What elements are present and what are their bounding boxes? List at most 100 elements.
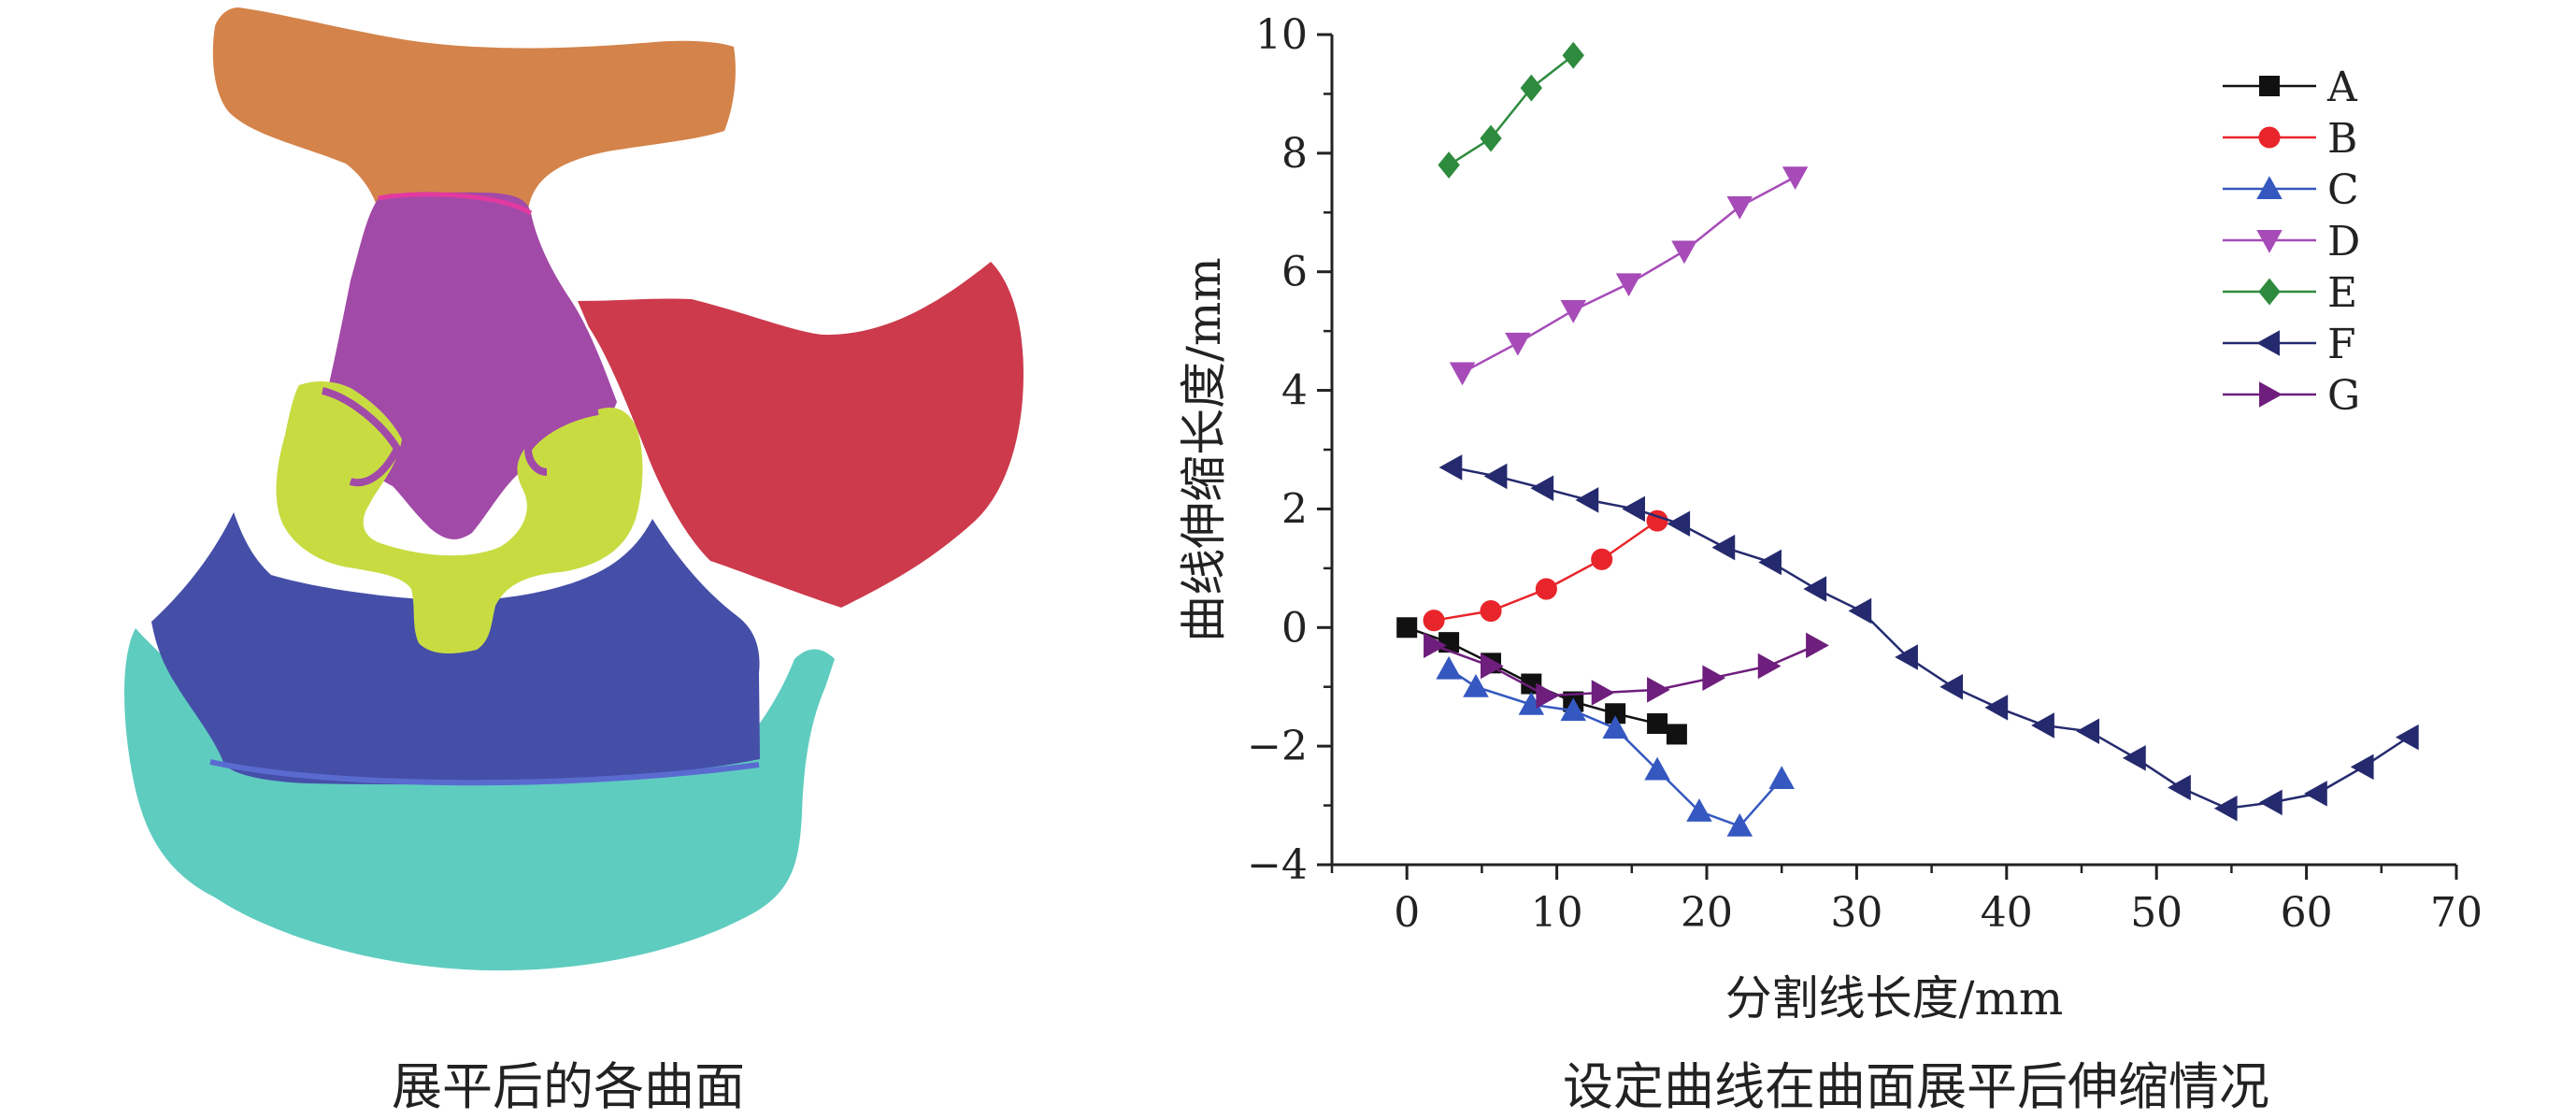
legend-entry-C: C [2223, 166, 2359, 214]
legend-entry-B: B [2223, 115, 2357, 163]
legend-entry-F: F [2223, 321, 2356, 368]
data-point-F [1622, 495, 1646, 523]
data-point-D [1505, 332, 1531, 356]
legend-entry-A: A [2223, 64, 2358, 111]
data-point-E [1438, 151, 1460, 179]
data-point-F [1895, 644, 1918, 670]
data-point-F [2395, 724, 2419, 751]
series-E [1438, 41, 1584, 179]
legend-label: C [2327, 166, 2359, 214]
data-point-C [1560, 697, 1586, 722]
data-point-A [1647, 713, 1668, 735]
series-C [1436, 655, 1795, 837]
data-point-F [2076, 718, 2100, 745]
data-point-E [1480, 124, 1502, 152]
legend-entry-G: G [2223, 372, 2360, 420]
data-point-C [1644, 756, 1670, 781]
x-tick-label: 0 [1394, 889, 1420, 937]
data-point-E [1562, 41, 1584, 69]
flattened-surfaces-illustration [124, 7, 1023, 971]
data-point-D [1615, 273, 1642, 297]
bottom-surface [124, 628, 835, 971]
mid-surface-inner-left [321, 387, 402, 487]
y-tick-label: −2 [1247, 723, 1308, 770]
series-F [1438, 454, 2419, 822]
data-point-F [2031, 712, 2054, 739]
lower-surface-edge [209, 759, 760, 786]
y-tick-label: 0 [1281, 604, 1308, 652]
series-A [1396, 617, 1687, 745]
data-point-G [1536, 682, 1560, 709]
data-point-F [1984, 695, 2009, 721]
series-line-F [1452, 466, 2410, 811]
data-point-G [1591, 680, 1615, 706]
data-point-B [1423, 610, 1445, 632]
data-point-F [1575, 487, 1599, 513]
data-point-F [1758, 549, 1782, 576]
data-point-F [1711, 534, 1736, 561]
y-tick-label: 10 [1255, 11, 1308, 59]
data-point-E [1520, 74, 1543, 102]
series-B [1423, 509, 1668, 632]
data-point-B [1591, 548, 1613, 570]
data-point-D [1726, 195, 1753, 220]
data-point-B [1535, 578, 1557, 600]
y-tick-label: 6 [1281, 249, 1308, 296]
center-surface-edge [378, 192, 533, 216]
data-point-C [1686, 798, 1712, 822]
legend-marker [2259, 381, 2283, 408]
data-point-C [1726, 813, 1753, 837]
data-point-F [2304, 781, 2327, 807]
x-tick-label: 70 [2430, 889, 2483, 937]
series-G [1424, 632, 1829, 709]
data-point-F [1483, 463, 1508, 490]
legend-marker [2256, 330, 2280, 356]
mid-surface-inner-right [523, 408, 599, 476]
chart-axes: 0 10 20 30 40 50 60 70 −4 −2 0 2 4 6 8 10 [1247, 11, 2483, 937]
data-point-G [1647, 677, 1670, 703]
data-point-G [1702, 665, 1726, 691]
legend-label: A [2326, 64, 2358, 111]
y-tick-label: −4 [1247, 841, 1308, 889]
legend-entry-D: D [2223, 218, 2360, 265]
series-line-E [1448, 54, 1575, 166]
legend-marker [2258, 278, 2281, 306]
y-axis-label: 曲线伸缩长度/mm [1177, 257, 1231, 642]
data-point-F [1848, 597, 1872, 624]
data-point-B [1480, 599, 1502, 623]
legend-label: B [2327, 115, 2357, 163]
data-point-F [2258, 789, 2283, 816]
data-point-A [1666, 724, 1687, 745]
legend-label: F [2327, 321, 2356, 368]
data-point-C [1436, 655, 1462, 680]
series-line-B [1433, 520, 1658, 622]
x-tick-label: 40 [1981, 889, 2033, 937]
data-point-F [1939, 673, 1964, 700]
data-point-D [1560, 299, 1586, 323]
series-D [1449, 166, 1809, 386]
data-point-C [1518, 691, 1545, 715]
data-point-G [1481, 653, 1504, 680]
data-point-F [2213, 795, 2238, 822]
legend-marker [2256, 230, 2283, 253]
data-point-C [1602, 715, 1628, 739]
left-caption: 展平后的各曲面 [392, 1057, 745, 1116]
data-point-F [1667, 510, 1691, 538]
legend-label: D [2327, 218, 2360, 265]
legend-label: E [2327, 269, 2357, 317]
top-surface [212, 7, 736, 210]
data-point-F [1803, 576, 1827, 602]
mid-surface [276, 381, 643, 654]
right-caption: 设定曲线在曲面展平后伸缩情况 [1563, 1057, 2269, 1116]
x-axis-label: 分割线长度/mm [1725, 971, 2064, 1026]
right-surface [578, 262, 1023, 608]
legend-entry-E: E [2223, 269, 2357, 317]
data-point-G [1806, 632, 1829, 659]
y-tick-label: 8 [1281, 130, 1308, 178]
data-point-A [1605, 703, 1626, 724]
x-tick-label: 10 [1531, 889, 1583, 937]
x-tick-label: 50 [2130, 889, 2182, 937]
data-point-F [2168, 774, 2191, 801]
